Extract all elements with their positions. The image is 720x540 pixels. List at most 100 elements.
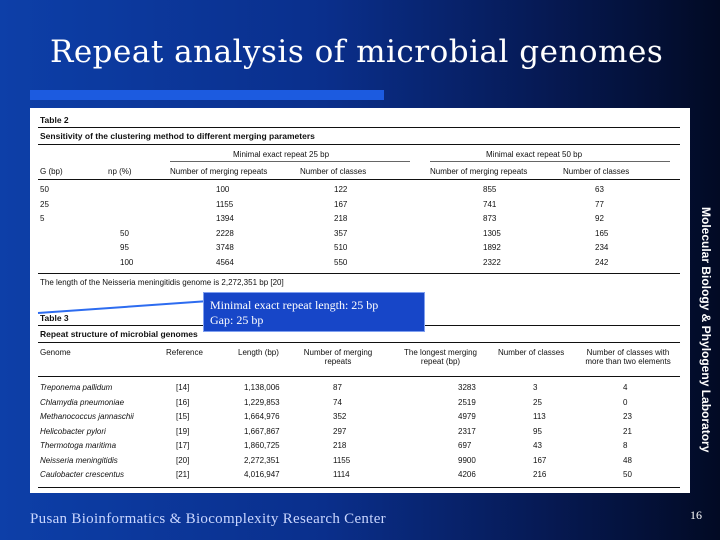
table3-cell: 697	[458, 441, 472, 450]
callout-box: Minimal exact repeat length: 25 bp Gap: …	[203, 292, 425, 332]
table2-cell: 1155	[216, 199, 234, 209]
table2-cell: 5	[40, 214, 45, 223]
table2-label: Table 2	[40, 115, 69, 125]
title-underline	[30, 90, 384, 100]
table3-cell: 0	[623, 397, 628, 407]
table2-bottom-rule	[38, 273, 680, 274]
table3-cell: 43	[533, 441, 542, 450]
table2-cell: 25	[40, 199, 49, 209]
table2-cell: 100	[120, 257, 134, 267]
table3-cell: 74	[333, 397, 342, 407]
table2-cell: 95	[120, 243, 129, 252]
table2-cell: 100	[216, 185, 230, 194]
table2-cell: 50	[120, 228, 129, 238]
table2-header-cell: Number of merging repeats	[170, 167, 268, 176]
table2-cell: 234	[595, 243, 609, 252]
table2-caption-rule	[38, 144, 680, 145]
table2-cell: 165	[595, 228, 609, 238]
table3-cell: 4	[623, 383, 628, 392]
table3-cell: 25	[533, 397, 542, 407]
table2-cell: 550	[334, 257, 348, 267]
table3-cell: 48	[623, 455, 632, 465]
table3-cell: Neisseria meningitidis	[40, 455, 118, 465]
callout-line-1: Minimal exact repeat length: 25 bp	[210, 298, 379, 312]
table3-bottom-rule	[38, 487, 680, 488]
table2-cell: 122	[334, 185, 348, 194]
table2-group-b-rule	[430, 161, 670, 162]
table2-header-rule	[38, 179, 680, 180]
callout-line-2: Gap: 25 bp	[210, 313, 264, 327]
footer-text: Pusan Bioinformatics & Biocomplexity Res…	[30, 511, 386, 527]
table2-group-b: Minimal exact repeat 50 bp	[486, 150, 583, 159]
table2-cell: 63	[595, 185, 604, 194]
table3-header-rule	[38, 376, 680, 377]
table3-cell: Treponema pallidum	[40, 383, 113, 392]
table2-group-a-rule	[170, 161, 410, 162]
table3-cell: 50	[623, 470, 632, 479]
table3-cell: 23	[623, 412, 632, 421]
table3-cell: 9900	[458, 455, 476, 465]
table3-cell: 167	[533, 455, 547, 465]
table3-cell: 87	[333, 383, 342, 392]
table3-cell: [17]	[176, 441, 190, 450]
table3-cell: 21	[623, 426, 632, 436]
table2-cell: 3748	[216, 243, 234, 252]
table3-caption: Repeat structure of microbial genomes	[40, 329, 198, 339]
table2-cell: 1892	[483, 243, 501, 252]
table3-header-cell: Number of classes with more than two ele…	[585, 348, 671, 366]
table3-header-cell: Reference	[166, 348, 203, 357]
table2-header-cell: G (bp)	[40, 167, 63, 176]
table2-cell: 2322	[483, 257, 501, 267]
slide-title: Repeat analysis of microbial genomes	[50, 34, 664, 70]
table-panel: Table 2 Sensitivity of the clustering me…	[38, 113, 680, 488]
table2-cell: 77	[595, 199, 604, 209]
table3-cell: 4,016,947	[244, 470, 280, 479]
table3-cell: 2519	[458, 397, 476, 407]
table2-cell: 218	[334, 214, 348, 223]
table3-cell: 3283	[458, 383, 476, 392]
table2-cell: 357	[334, 228, 348, 238]
table2-cell: 510	[334, 243, 348, 252]
table2-cell: 855	[483, 185, 497, 194]
table2-header-cell: np (%)	[108, 167, 132, 176]
table2-cell: 242	[595, 257, 609, 267]
table3-cell: [20]	[176, 455, 190, 465]
table2-cell: 167	[334, 199, 348, 209]
table3-header-cell: Number of merging repeats	[303, 348, 373, 366]
table3-cell: [16]	[176, 397, 190, 407]
table3-cell: [19]	[176, 426, 190, 436]
table3-cell: 1,138,006	[244, 383, 280, 392]
table3-cell: 297	[333, 426, 347, 436]
table2-top-rule	[38, 127, 680, 128]
table3-cell: Caulobacter crescentus	[40, 470, 125, 479]
table3-cell: 4206	[458, 470, 476, 479]
table2-cell: 873	[483, 214, 497, 223]
table2-caption: Sensitivity of the clustering method to …	[40, 131, 315, 141]
table3-cell: 352	[333, 412, 347, 421]
table3-cell: 4979	[458, 412, 476, 421]
side-label: Molecular Biology & Phylogeny Laboratory	[693, 206, 719, 454]
table3-cell: 113	[533, 412, 546, 421]
table2-cell: 92	[595, 214, 604, 223]
table3-cell: Chlamydia pneumoniae	[40, 397, 125, 407]
table3-cell: Methanococcus jannaschii	[40, 412, 134, 421]
page-number: 16	[690, 508, 702, 522]
table2-header-cell: Number of merging repeats	[430, 167, 528, 176]
table2-group-a: Minimal exact repeat 25 bp	[233, 150, 330, 159]
table3-header-cell: The longest merging repeat (bp)	[404, 348, 477, 366]
table3-cell: 1,860,725	[244, 441, 280, 450]
table3-cell: 3	[533, 383, 538, 392]
table2-header-cell: Number of classes	[563, 167, 630, 176]
table3-header-cell: Number of classes	[498, 348, 565, 357]
table3-label: Table 3	[40, 313, 69, 323]
table2-cell: 4564	[216, 257, 234, 267]
table3-cell: 1,664,976	[244, 412, 280, 421]
table3-cell: Thermotoga maritima	[40, 441, 117, 450]
table3-cell: 1114	[333, 470, 350, 479]
table3-cell: Helicobacter pylori	[40, 426, 106, 436]
table3-cell: 1155	[333, 455, 351, 465]
table3-cell: [21]	[176, 470, 190, 479]
table2-cell: 1394	[216, 214, 234, 223]
table2-cell: 50	[40, 185, 49, 194]
table3-cell: 8	[623, 441, 628, 450]
